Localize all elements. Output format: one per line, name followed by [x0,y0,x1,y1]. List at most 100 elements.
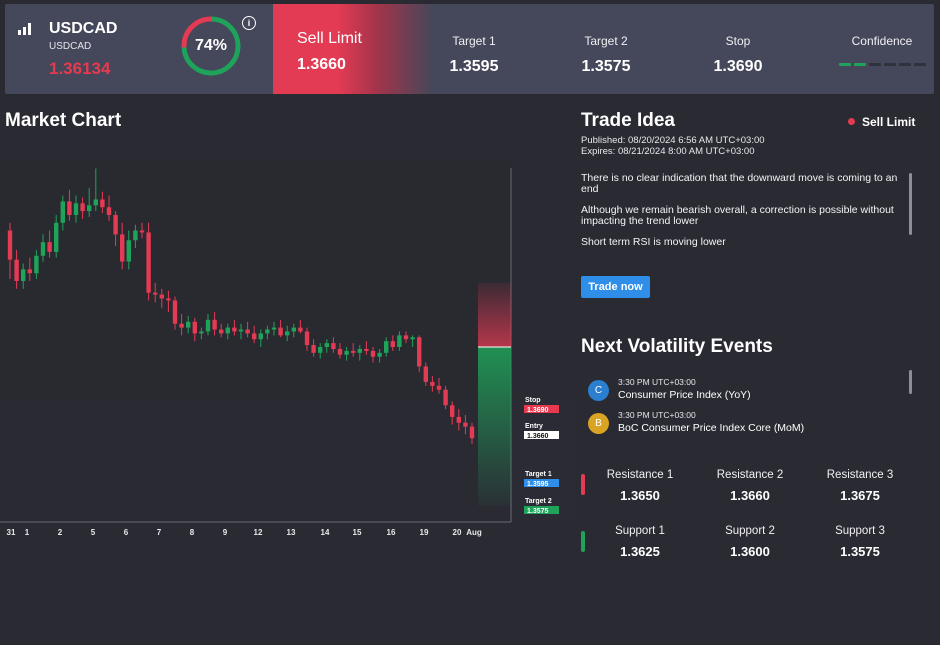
candle [304,331,310,346]
candle [469,426,475,439]
resistance-1-value: 1.3650 [620,488,660,503]
entry-price: 1.3660 [297,56,346,73]
x-tick-label: 14 [321,528,330,537]
candle [430,381,435,386]
event-currency-badge: B [588,413,609,434]
resistance-1-label: Resistance 1 [606,469,674,481]
level-value: 1.3575 [527,508,549,515]
candle [186,321,191,328]
stop-label: Stop [725,34,751,48]
level-tag [524,506,559,514]
candle [199,331,204,334]
resistance-2-value: 1.3660 [730,488,770,503]
candle [357,348,362,353]
x-tick-label: 6 [124,528,129,537]
candle [54,222,59,252]
candle [192,321,197,334]
candle [344,350,349,355]
support-2: Support 2 1.3600 [700,525,800,559]
resistance-2: Resistance 2 1.3660 [700,469,800,503]
bar-chart-icon [18,23,31,35]
level-label: Target 1 [525,471,552,478]
candle [311,345,316,353]
info-icon[interactable]: i [242,16,256,30]
candle [285,331,290,336]
trade-idea-paragraph: Although we remain bearish overall, a co… [581,204,894,227]
trade-type-label: Sell Limit [297,30,362,47]
x-tick-label: 31 [7,528,16,537]
events-scrollbar[interactable] [909,370,912,394]
support-1: Support 1 1.3625 [590,525,690,559]
candle [377,352,382,357]
resistance-marker [581,474,585,495]
x-tick-label: 2 [58,528,63,537]
candle [21,269,26,281]
x-tick-label: 8 [190,528,195,537]
candle [106,207,112,215]
candle [252,333,257,340]
market-chart[interactable]: Stop 1.3690 Entry 1.3660 Target 1 1.3595 Targe… [0,160,575,550]
candle [87,205,92,212]
confidence: Confidence [832,34,932,66]
x-tick-label: 1 [25,528,30,537]
event-time: 3:30 PM UTC+03:00 [618,377,696,387]
support-2-value: 1.3600 [730,544,770,559]
candle [436,385,442,390]
level-value: 1.3660 [527,433,549,440]
candle [153,292,158,295]
trade-now-button[interactable]: Trade now [581,276,650,298]
target-2-value: 1.3575 [581,58,631,75]
candle [403,335,409,340]
candle [219,329,224,334]
candle [245,329,250,334]
candle [205,319,211,332]
x-tick-label: 12 [254,528,263,537]
resistance-2-label: Resistance 2 [716,469,784,481]
candle [7,230,13,260]
confidence-label: Confidence [851,34,913,48]
stop-zone [478,282,511,347]
candle [463,422,468,427]
candle [450,405,455,417]
candle [73,203,79,215]
trade-idea-text: There is no clear indication that the do… [581,173,906,258]
candle [159,294,164,299]
candle [179,323,184,328]
trade-idea-paragraph: There is no clear indication that the do… [581,172,898,195]
expires-date: Expires: 08/21/2024 8:00 AM UTC+03:00 [581,146,755,157]
confidence-segment [838,63,851,66]
candle [298,327,303,332]
x-tick-label: Aug [466,528,482,537]
candle [364,348,369,351]
target-2-label: Target 2 [584,34,628,48]
resistance-1: Resistance 1 1.3650 [590,469,690,503]
x-tick-label: 15 [353,528,362,537]
volatility-title: Next Volatility Events [581,336,773,357]
candle [120,234,125,262]
candle [337,348,343,355]
candle [34,255,39,274]
candle [331,343,336,349]
candle [278,327,283,336]
x-tick-label: 19 [420,528,429,537]
candle [456,416,461,423]
event-name: Consumer Price Index (YoY) [618,389,751,401]
confidence-segment [913,63,926,66]
support-3-value: 1.3575 [840,544,880,559]
support-3-label: Support 3 [835,525,885,537]
candle [443,389,448,406]
support-1-value: 1.3625 [620,544,660,559]
confidence-segment [868,63,881,66]
level-label: Target 2 [525,498,552,505]
x-tick-label: 20 [453,528,462,537]
candle [60,201,65,223]
x-tick-label: 16 [387,528,396,537]
trade-idea-scrollbar[interactable] [909,173,912,235]
support-marker [581,531,585,552]
candle [324,343,329,347]
candle [100,199,105,208]
x-tick-label: 9 [223,528,228,537]
confidence-gauge [181,16,241,76]
target-1-label: Target 1 [452,34,496,48]
support-3: Support 3 1.3575 [810,525,910,559]
